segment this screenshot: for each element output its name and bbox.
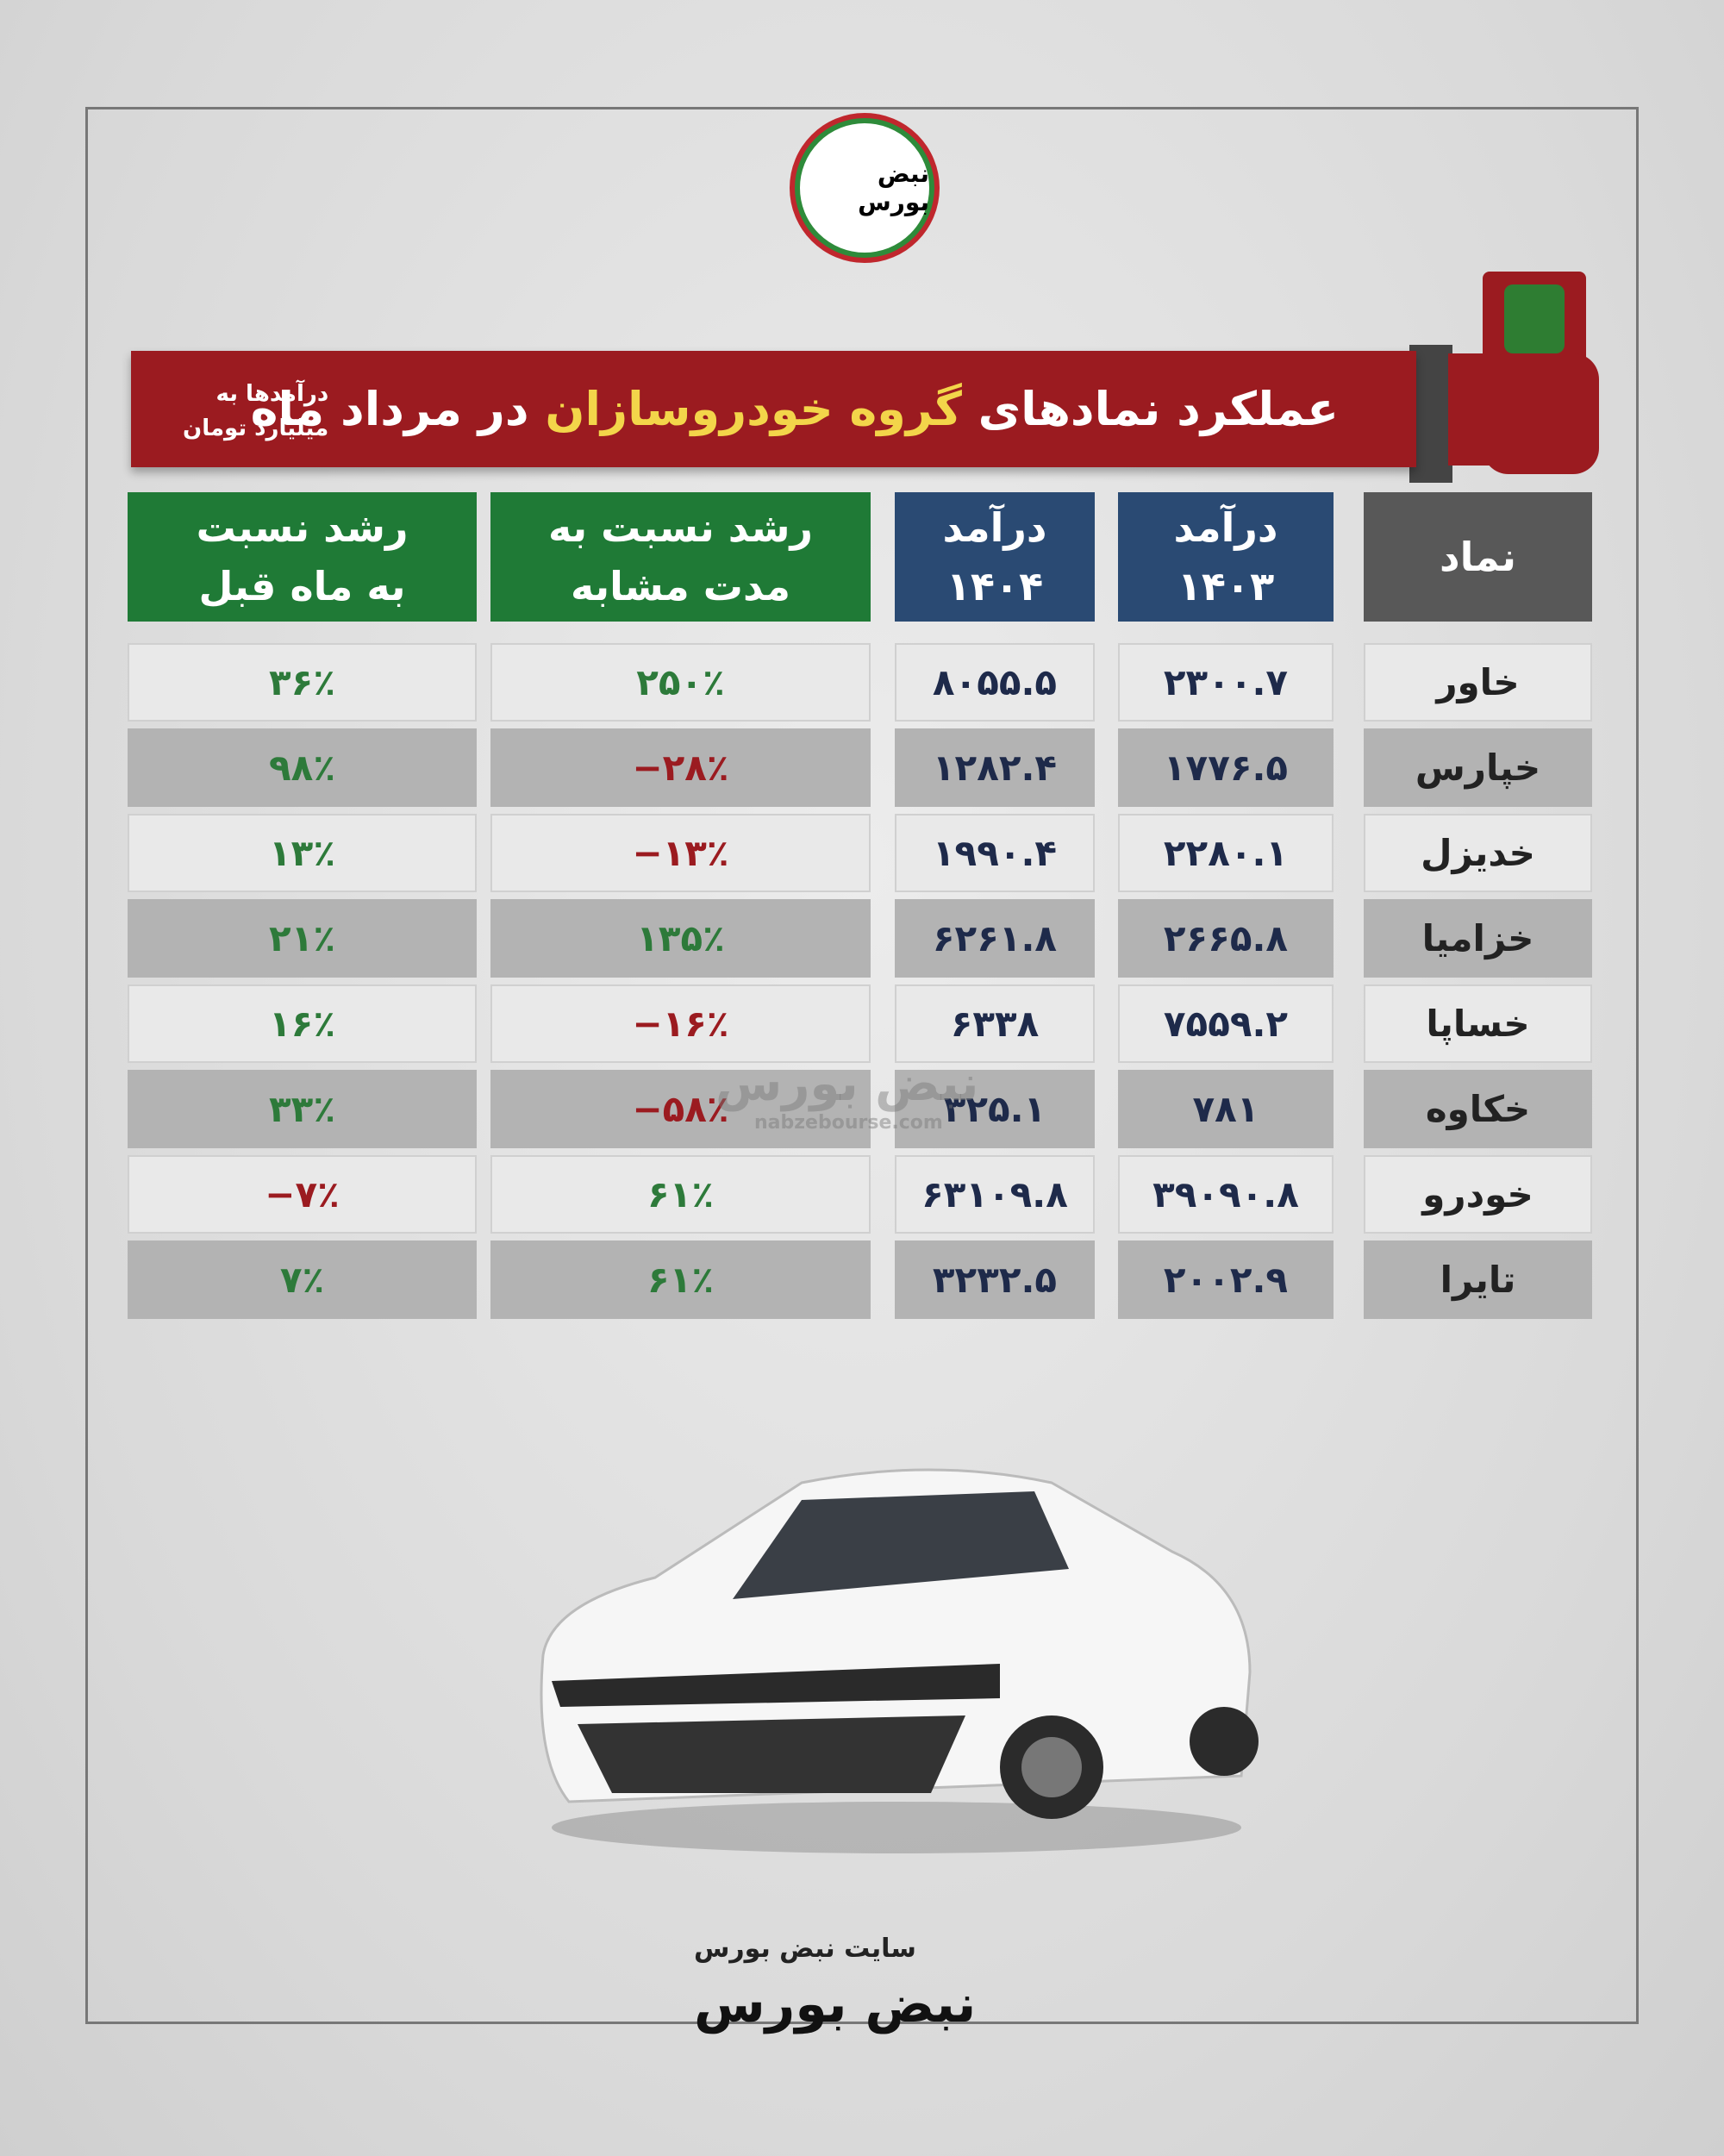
logo: نبض بورس	[795, 118, 934, 258]
header-line: ۱۴۰۳	[1177, 563, 1275, 609]
value-cell: ۸۰۵۵.۵	[895, 643, 1095, 722]
value-cell: ۱۹۹۰.۴	[895, 814, 1095, 892]
value-cell: ۶۱٪	[490, 1155, 871, 1234]
unit-note: درآمدها به میلیارد تومان	[183, 377, 328, 446]
value-cell: ۶۲۶۱.۸	[895, 899, 1095, 978]
symbol-cell: خزامیا	[1364, 899, 1592, 978]
column-header: رشد نسبت به ماه قبل	[128, 492, 477, 622]
title-bar: عملکرد نمادهای گروه خودروسازان در مرداد …	[131, 351, 1416, 467]
value-cell: ۶۱٪	[490, 1240, 871, 1319]
value-cell: −۱۶٪	[490, 984, 871, 1063]
value-cell: ۷۵۵۹.۲	[1118, 984, 1334, 1063]
value-cell: ۶۳۳۸	[895, 984, 1095, 1063]
value-cell: −۱۳٪	[490, 814, 871, 892]
value-cell: −۷٪	[128, 1155, 477, 1234]
value-cell: ۹۸٪	[128, 728, 477, 807]
column-header: درآمد ۱۴۰۴	[895, 492, 1095, 622]
value-cell: ۲۱٪	[128, 899, 477, 978]
value-cell: ۲۲۸۰.۱	[1118, 814, 1334, 892]
header-line: رشد نسبت	[196, 504, 409, 551]
value-cell: ۳۶٪	[128, 643, 477, 722]
title: عملکرد نمادهای گروه خودروسازان در مرداد …	[251, 351, 1339, 467]
header-line: رشد نسبت به	[547, 504, 814, 551]
value-cell: ۳۹۰۹۰.۸	[1118, 1155, 1334, 1234]
value-cell: ۳۲۵.۱	[895, 1070, 1095, 1148]
column-header: درآمد ۱۴۰۳	[1118, 492, 1334, 622]
header-line: درآمد	[1173, 504, 1278, 551]
watermark-url: nabzebourse.com	[754, 1112, 943, 1134]
value-cell: −۵۸٪	[490, 1070, 871, 1148]
column-header: نماد	[1364, 492, 1592, 622]
value-cell: ۷۸۱	[1118, 1070, 1334, 1148]
symbol-cell: خپارس	[1364, 728, 1592, 807]
column-header: رشد نسبت به مدت مشابه	[490, 492, 871, 622]
title-part: در مرداد ماه	[250, 382, 529, 436]
value-cell: ۱۲۸۲.۴	[895, 728, 1095, 807]
value-cell: ۲۳۰۰.۷	[1118, 643, 1334, 722]
symbol-cell: خدیزل	[1364, 814, 1592, 892]
value-cell: −۲۸٪	[490, 728, 871, 807]
value-cell: ۶۳۱۰۹.۸	[895, 1155, 1095, 1234]
symbol-cell: خکاوه	[1364, 1070, 1592, 1148]
header-line: نماد	[1440, 534, 1516, 580]
symbol-cell: تایرا	[1364, 1240, 1592, 1319]
symbol-cell: خودرو	[1364, 1155, 1592, 1234]
value-cell: ۳۲۳۲.۵	[895, 1240, 1095, 1319]
header-line: درآمد	[942, 504, 1047, 551]
note-line: درآمدها به	[216, 381, 329, 407]
footer-site: سایت نبض بورس	[694, 1934, 916, 1964]
car-illustration	[540, 1468, 1259, 1853]
value-cell: ۲۵۰٪	[490, 643, 871, 722]
value-cell: ۳۳٪	[128, 1070, 477, 1148]
value-cell: ۱۳۵٪	[490, 899, 871, 978]
value-cell: ۷٪	[128, 1240, 477, 1319]
symbol-cell: خاور	[1364, 643, 1592, 722]
title-highlight: گروه خودروسازان	[545, 382, 962, 436]
value-cell: ۲۶۶۵.۸	[1118, 899, 1334, 978]
value-cell: ۱۶٪	[128, 984, 477, 1063]
note-line: میلیارد تومان	[183, 416, 329, 441]
value-cell: ۲۰۰۲.۹	[1118, 1240, 1334, 1319]
header-line: به ماه قبل	[198, 563, 406, 609]
frame	[85, 107, 1639, 2024]
value-cell: ۱۳٪	[128, 814, 477, 892]
value-cell: ۱۷۷۶.۵	[1118, 728, 1334, 807]
watermark-logo: نبض بورس	[715, 1056, 979, 1112]
title-part: عملکرد نمادهای	[978, 382, 1339, 436]
hand-icon	[1409, 272, 1599, 483]
header-line: مدت مشابه	[570, 563, 791, 609]
footer-logo: نبض بورس	[694, 1974, 977, 2034]
symbol-cell: خساپا	[1364, 984, 1592, 1063]
header-line: ۱۴۰۴	[946, 563, 1044, 609]
